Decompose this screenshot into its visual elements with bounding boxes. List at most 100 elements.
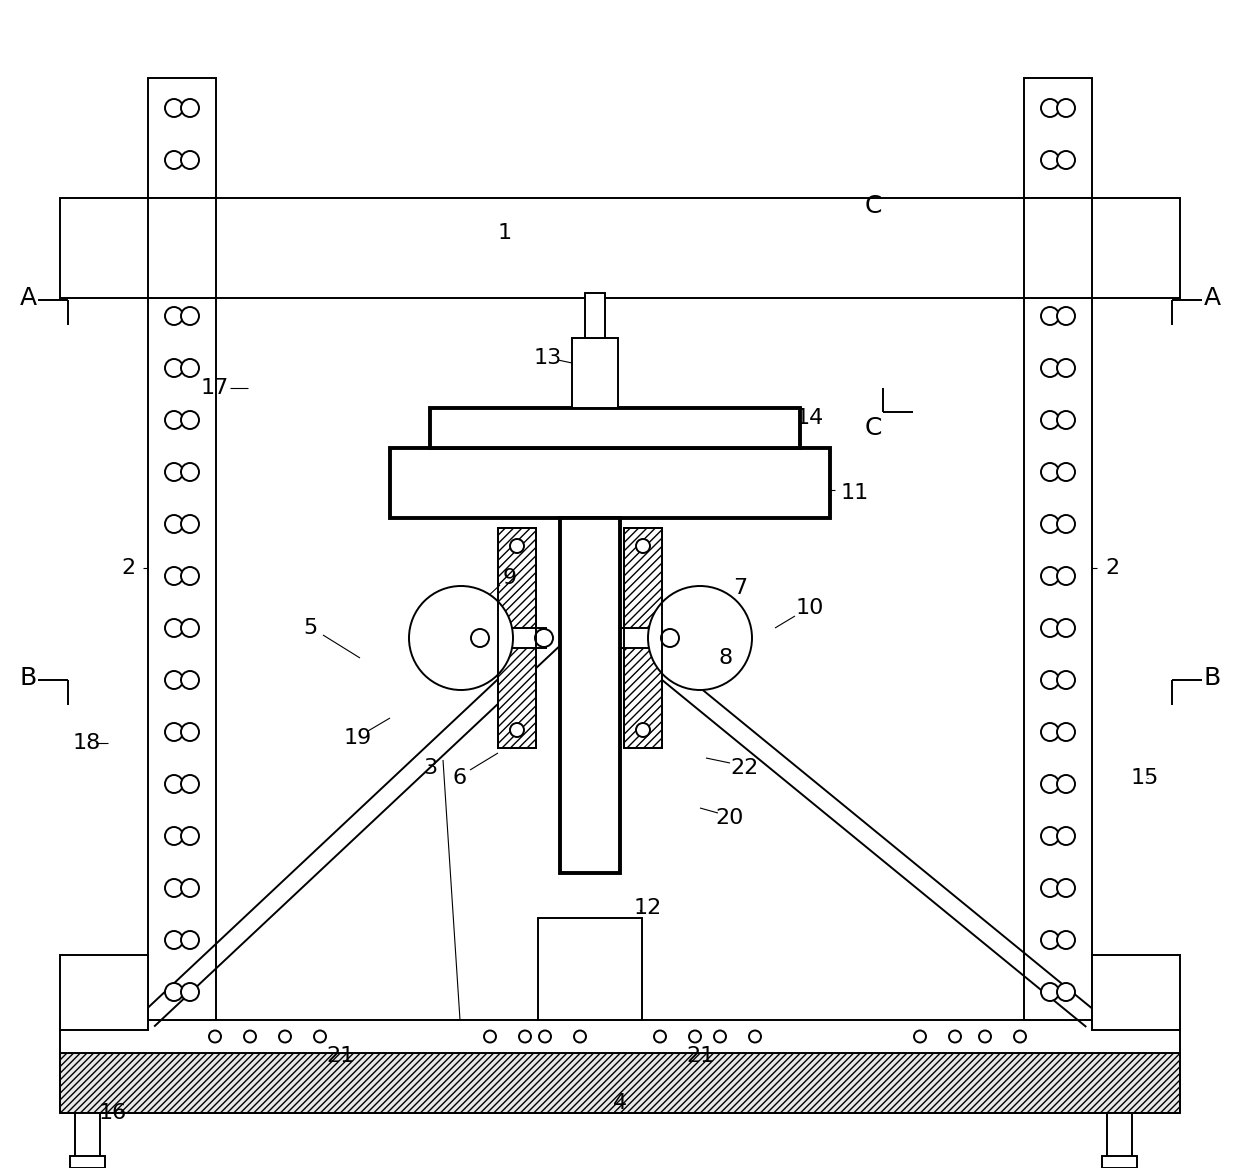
Circle shape: [165, 515, 184, 533]
Circle shape: [636, 723, 650, 737]
Bar: [498, 528, 536, 748]
Bar: [1024, 199, 1092, 298]
Circle shape: [1056, 931, 1075, 948]
Circle shape: [471, 630, 489, 647]
Circle shape: [714, 1030, 725, 1043]
Circle shape: [1042, 151, 1059, 169]
Bar: [148, 78, 216, 1020]
Circle shape: [165, 151, 184, 169]
Circle shape: [1056, 776, 1075, 793]
Circle shape: [165, 463, 184, 481]
Bar: [624, 528, 662, 748]
Circle shape: [689, 1030, 701, 1043]
Circle shape: [165, 670, 184, 689]
Circle shape: [749, 1030, 761, 1043]
Circle shape: [1042, 307, 1059, 325]
Circle shape: [1042, 515, 1059, 533]
Circle shape: [1042, 983, 1059, 1001]
Circle shape: [165, 411, 184, 429]
Circle shape: [181, 515, 198, 533]
Circle shape: [165, 99, 184, 117]
Circle shape: [1042, 776, 1059, 793]
Text: 11: 11: [841, 484, 869, 503]
Text: 12: 12: [634, 898, 662, 918]
Text: 8: 8: [719, 648, 733, 668]
Circle shape: [1042, 463, 1059, 481]
Circle shape: [244, 1030, 255, 1043]
Circle shape: [181, 359, 198, 377]
Circle shape: [510, 723, 525, 737]
Circle shape: [181, 723, 198, 741]
Circle shape: [165, 723, 184, 741]
Text: 21: 21: [686, 1047, 714, 1066]
Text: 15: 15: [1131, 769, 1159, 788]
Bar: [1092, 955, 1180, 1030]
Circle shape: [596, 630, 615, 647]
Bar: [69, 1156, 105, 1168]
Circle shape: [510, 538, 525, 552]
Bar: [560, 517, 620, 872]
Text: C: C: [864, 194, 882, 218]
Circle shape: [1042, 723, 1059, 741]
Text: 10: 10: [796, 598, 825, 618]
Text: C: C: [864, 416, 882, 440]
Circle shape: [1042, 359, 1059, 377]
Circle shape: [1056, 670, 1075, 689]
Circle shape: [409, 586, 513, 690]
Circle shape: [165, 983, 184, 1001]
Bar: [74, 1113, 100, 1157]
Circle shape: [165, 931, 184, 948]
Text: 4: 4: [613, 1093, 627, 1113]
Circle shape: [980, 1030, 991, 1043]
Bar: [60, 955, 148, 1030]
Circle shape: [1056, 307, 1075, 325]
Circle shape: [314, 1030, 326, 1043]
Circle shape: [181, 827, 198, 844]
Bar: [624, 528, 662, 748]
Circle shape: [1056, 827, 1075, 844]
Circle shape: [165, 307, 184, 325]
Bar: [498, 528, 536, 748]
Text: 7: 7: [733, 578, 746, 598]
Text: B: B: [20, 666, 37, 690]
Circle shape: [1056, 566, 1075, 585]
Circle shape: [181, 151, 198, 169]
Circle shape: [181, 307, 198, 325]
Circle shape: [914, 1030, 926, 1043]
Text: 18: 18: [73, 734, 102, 753]
Circle shape: [1042, 670, 1059, 689]
Bar: [60, 199, 1180, 298]
Circle shape: [1042, 203, 1059, 221]
Circle shape: [636, 538, 650, 552]
Circle shape: [1056, 515, 1075, 533]
Circle shape: [181, 670, 198, 689]
Bar: [572, 338, 618, 408]
Text: 16: 16: [99, 1103, 128, 1122]
Circle shape: [649, 586, 751, 690]
Circle shape: [1042, 255, 1059, 273]
Circle shape: [1042, 99, 1059, 117]
Circle shape: [1014, 1030, 1025, 1043]
Bar: [614, 628, 672, 648]
Bar: [391, 449, 830, 517]
Bar: [60, 1020, 1180, 1054]
Circle shape: [181, 880, 198, 897]
Circle shape: [279, 1030, 291, 1043]
Text: 20: 20: [715, 808, 744, 828]
Bar: [60, 1054, 1180, 1113]
Circle shape: [165, 203, 184, 221]
Circle shape: [1042, 827, 1059, 844]
Circle shape: [1056, 983, 1075, 1001]
Text: A: A: [1204, 286, 1220, 310]
Text: 21: 21: [326, 1047, 355, 1066]
Circle shape: [520, 1030, 531, 1043]
Text: 5: 5: [303, 618, 317, 638]
Circle shape: [1042, 619, 1059, 637]
Circle shape: [181, 99, 198, 117]
Circle shape: [165, 827, 184, 844]
Circle shape: [181, 983, 198, 1001]
Circle shape: [949, 1030, 961, 1043]
Circle shape: [165, 566, 184, 585]
Circle shape: [653, 1030, 666, 1043]
Text: 3: 3: [423, 758, 436, 778]
